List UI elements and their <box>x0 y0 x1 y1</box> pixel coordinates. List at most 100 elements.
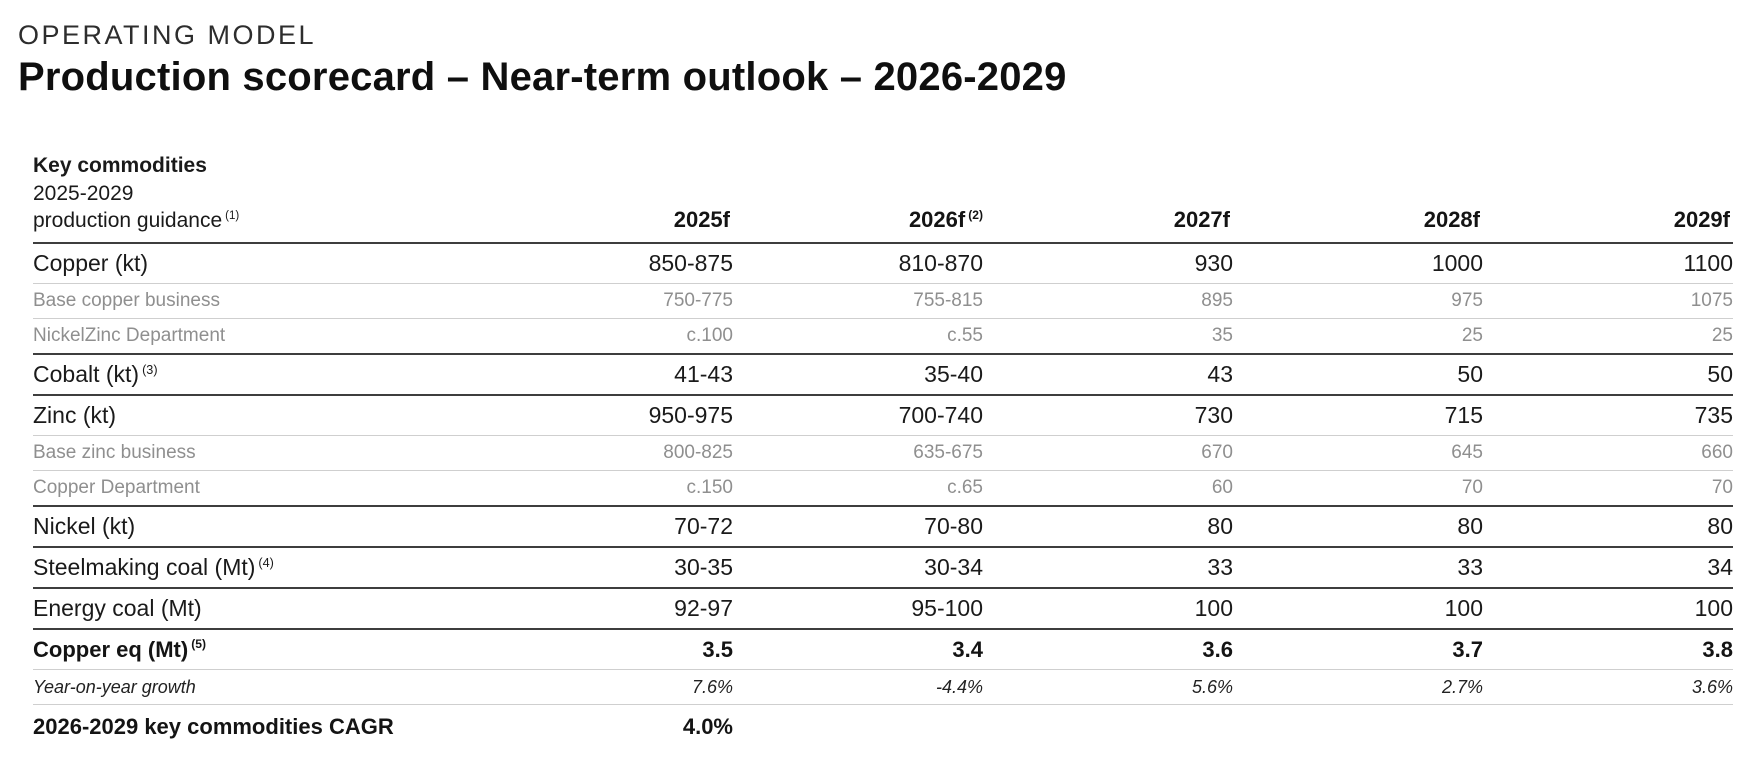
row-value-2027f: 895 <box>1201 290 1233 312</box>
row-value-2027f: 33 <box>1207 554 1233 581</box>
row-value-2029f: 80 <box>1707 513 1733 540</box>
row-value-2028f: 645 <box>1451 442 1483 464</box>
row-value-2026f: 35-40 <box>924 361 983 388</box>
row-label: Copper (kt) <box>33 250 149 277</box>
table-row: Energy coal (Mt) 92-97 95-100 100 100 10… <box>33 587 1733 628</box>
row-value-2028f: 3.7 <box>1452 636 1483 662</box>
row-value-2029f: 3.6% <box>1691 676 1733 697</box>
row-label: Copper eq (Mt) (5) <box>33 636 206 662</box>
row-value-2025f: 800-825 <box>663 442 733 464</box>
row-value-2029f: 3.8 <box>1702 636 1733 662</box>
table-body: Copper (kt) 850-875 810-870 930 1000 110… <box>33 242 1733 748</box>
row-value-2029f: 50 <box>1707 361 1733 388</box>
row-label: Cobalt (kt) (3) <box>33 361 158 388</box>
row-value-2029f: 735 <box>1694 402 1733 429</box>
row-value-2028f: 1000 <box>1431 250 1483 277</box>
row-value-2027f: 930 <box>1194 250 1233 277</box>
row-value-2028f: 25 <box>1461 325 1483 347</box>
table-row: Base zinc business 800-825 635-675 670 6… <box>33 435 1733 470</box>
row-value-2029f: 1100 <box>1683 250 1733 277</box>
row-value-2029f: 100 <box>1694 595 1733 622</box>
section-eyebrow: OPERATING MODEL <box>18 20 317 50</box>
table-row: Steelmaking coal (Mt) (4) 30-35 30-34 33 … <box>33 546 1733 587</box>
row-value-2027f: 5.6% <box>1191 676 1233 697</box>
row-value-2028f: 100 <box>1444 595 1483 622</box>
table-row: Nickel (kt) 70-72 70-80 80 80 80 <box>33 505 1733 546</box>
table-row: NickelZinc Department c.100 c.55 35 25 2… <box>33 318 1733 353</box>
row-label: Zinc (kt) <box>33 402 117 429</box>
page-title: Production scorecard – Near-term outlook… <box>18 55 1067 99</box>
table-row: Zinc (kt) 950-975 700-740 730 715 735 <box>33 394 1733 435</box>
table-row: Year-on-year growth 7.6% -4.4% 5.6% 2.7%… <box>33 669 1733 704</box>
footnote-ref-2: (2) <box>968 207 983 222</box>
row-label: Base copper business <box>33 290 220 312</box>
footnote-ref: (3) <box>142 362 158 377</box>
row-value-2027f: 35 <box>1211 325 1233 347</box>
row-value-2028f: 2.7% <box>1441 676 1483 697</box>
row-label: Energy coal (Mt) <box>33 595 202 622</box>
row-value-2028f: 33 <box>1457 554 1483 581</box>
row-value-2027f: 3.6 <box>1202 636 1233 662</box>
row-label: Base zinc business <box>33 442 196 464</box>
footnote-ref: (5) <box>191 637 206 652</box>
header-line-years: 2025-2029 <box>33 181 134 205</box>
row-label: Year-on-year growth <box>33 676 196 697</box>
table-row: Base copper business 750-775 755-815 895… <box>33 283 1733 318</box>
header-line-key-commodities: Key commodities <box>33 154 207 177</box>
row-value-2026f: c.65 <box>947 477 983 499</box>
row-value-2027f: 100 <box>1194 595 1233 622</box>
row-label: NickelZinc Department <box>33 325 226 347</box>
column-header-2028f: 2028f <box>1423 207 1480 233</box>
production-scorecard-table: Key commodities 2025-2029 production gui… <box>33 152 1733 748</box>
row-value-2026f: c.55 <box>947 325 983 347</box>
row-value-2026f: 30-34 <box>924 554 983 581</box>
row-value-2028f: 70 <box>1461 477 1483 499</box>
column-header-2027f: 2027f <box>1173 207 1230 233</box>
footnote-ref: (4) <box>258 555 274 570</box>
table-header-label: Key commodities 2025-2029 production gui… <box>33 152 483 242</box>
table-row: Copper eq (Mt) (5) 3.5 3.4 3.6 3.7 3.8 <box>33 628 1733 669</box>
row-label: Copper Department <box>33 477 200 499</box>
row-value-2025f: 92-97 <box>674 595 733 622</box>
row-value-2029f: 34 <box>1707 554 1733 581</box>
row-label: 2026-2029 key commodities CAGR <box>33 713 394 739</box>
column-header-2026f: 2026f (2) <box>908 207 983 233</box>
table-row: Copper (kt) 850-875 810-870 930 1000 110… <box>33 242 1733 283</box>
row-value-2029f: 70 <box>1711 477 1733 499</box>
table-row: Copper Department c.150 c.65 60 70 70 <box>33 470 1733 505</box>
row-value-2025f: 4.0% <box>682 713 733 739</box>
row-value-2026f: 700-740 <box>898 402 983 429</box>
table-row: 2026-2029 key commodities CAGR 4.0% <box>33 704 1733 748</box>
row-value-2025f: c.100 <box>686 325 733 347</box>
page-header: OPERATING MODEL Production scorecard – N… <box>0 0 1754 100</box>
row-value-2025f: 70-72 <box>674 513 733 540</box>
row-label: Nickel (kt) <box>33 513 136 540</box>
row-value-2025f: 41-43 <box>674 361 733 388</box>
row-value-2025f: 7.6% <box>691 676 733 697</box>
column-header-2025f: 2025f <box>673 207 730 233</box>
row-value-2025f: 850-875 <box>648 250 733 277</box>
row-value-2028f: 50 <box>1457 361 1483 388</box>
row-value-2028f: 975 <box>1451 290 1483 312</box>
row-value-2025f: c.150 <box>686 477 733 499</box>
row-value-2025f: 30-35 <box>674 554 733 581</box>
row-value-2027f: 730 <box>1194 402 1233 429</box>
row-value-2026f: 810-870 <box>898 250 983 277</box>
row-label: Steelmaking coal (Mt) (4) <box>33 554 274 581</box>
row-value-2029f: 660 <box>1701 442 1733 464</box>
row-value-2029f: 1075 <box>1690 290 1733 312</box>
row-value-2025f: 3.5 <box>702 636 733 662</box>
row-value-2027f: 80 <box>1207 513 1233 540</box>
footnote-ref-1: (1) <box>225 210 240 223</box>
row-value-2026f: 95-100 <box>911 595 983 622</box>
table-header-row: Key commodities 2025-2029 production gui… <box>33 152 1733 242</box>
column-header-2029f: 2029f <box>1673 207 1730 233</box>
row-value-2029f: 25 <box>1711 325 1733 347</box>
row-value-2026f: 3.4 <box>952 636 983 662</box>
row-value-2026f: 755-815 <box>913 290 983 312</box>
row-value-2027f: 43 <box>1207 361 1233 388</box>
row-value-2027f: 670 <box>1201 442 1233 464</box>
row-value-2025f: 750-775 <box>663 290 733 312</box>
row-value-2027f: 60 <box>1211 477 1233 499</box>
header-line-guidance: production guidance (1) <box>33 209 240 233</box>
